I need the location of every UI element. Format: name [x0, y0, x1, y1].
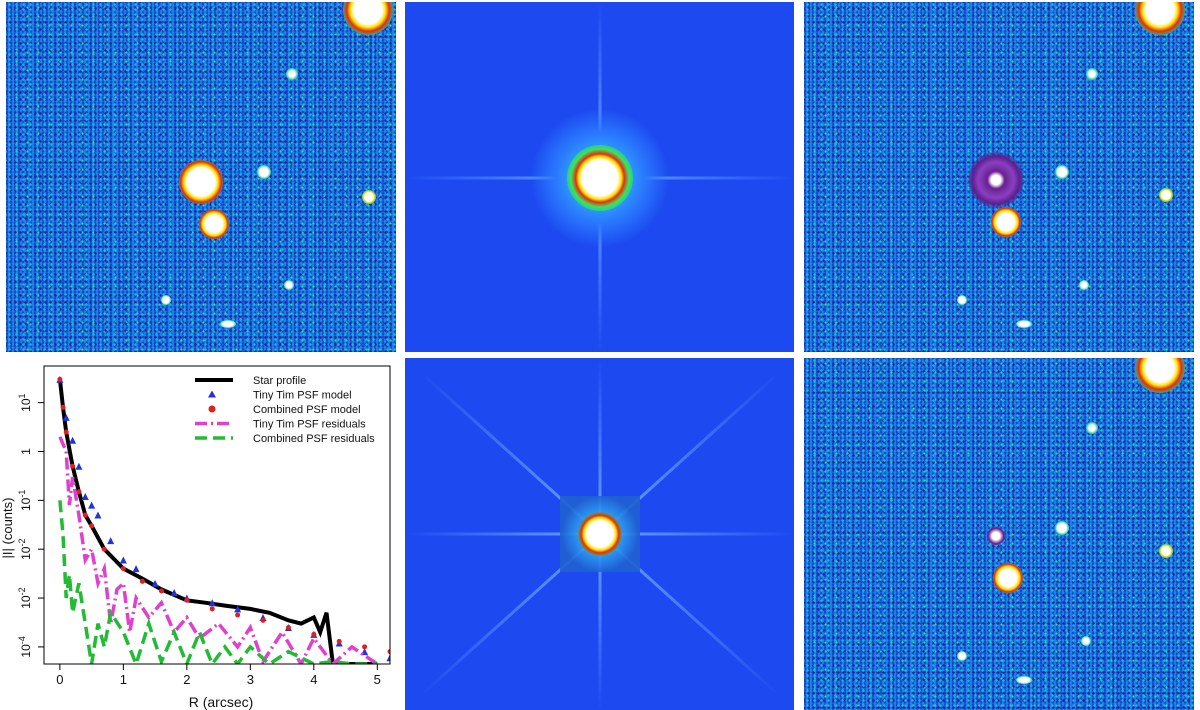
data-point-dot	[101, 546, 107, 552]
field-star	[362, 190, 376, 204]
data-point-triangle	[386, 654, 390, 662]
data-point-triangle	[208, 599, 216, 607]
data-point-dot	[70, 463, 76, 469]
combined-residual-image	[804, 358, 1194, 710]
data-point-dot	[235, 612, 241, 618]
x-tick-label: 5	[374, 672, 381, 687]
field-star	[957, 651, 967, 661]
corner-star	[1135, 358, 1185, 393]
data-point-triangle	[151, 579, 159, 587]
bright-star	[179, 160, 223, 204]
data-point-dot	[89, 523, 95, 529]
data-point-dot	[311, 631, 317, 637]
legend-label: Combined PSF model	[253, 404, 361, 416]
combined-psf-image	[405, 358, 794, 710]
field-star	[1086, 422, 1098, 434]
y-tick-label: 10-1	[17, 490, 33, 511]
x-tick-label: 1	[120, 672, 127, 687]
data-point-dot	[336, 638, 342, 644]
companion-star	[991, 207, 1021, 237]
data-point-dot	[60, 404, 66, 410]
data-point-dot	[184, 597, 190, 603]
data-point-triangle	[132, 565, 140, 573]
data-point-dot	[57, 376, 63, 382]
legend-label: Star profile	[253, 375, 306, 387]
legend-label: Tiny Tim PSF model	[253, 390, 352, 402]
observed-image	[6, 2, 396, 352]
x-axis-label: R (arcsec)	[189, 694, 254, 710]
field-star	[1086, 68, 1098, 80]
tinytim-psf-image	[405, 2, 794, 352]
data-point-dot	[285, 624, 291, 630]
series-line	[58, 500, 378, 664]
corner-star	[1135, 2, 1185, 35]
field-star	[1055, 521, 1069, 535]
residual-ring	[968, 152, 1024, 208]
legend-label: Combined PSF residuals	[253, 433, 375, 445]
field-star	[1081, 636, 1091, 646]
y-tick-label: 101	[17, 393, 33, 411]
data-point-triangle	[94, 511, 102, 519]
y-tick-label: 1	[19, 448, 33, 455]
field-star	[1079, 280, 1089, 290]
psf-core	[578, 512, 622, 556]
series-line	[58, 436, 379, 664]
data-point-dot	[82, 512, 88, 518]
companion-star	[993, 563, 1023, 593]
x-tick-label: 0	[56, 672, 63, 687]
data-point-dot	[120, 566, 126, 572]
field-star	[1055, 165, 1069, 179]
radial-profile-chart: 0 1 2 3 4 5 10-4 10-2 10-2 10-1 1 101 Star profile T…	[0, 358, 398, 710]
corner-star	[343, 2, 393, 35]
data-point-dot	[158, 588, 164, 594]
field-galaxy	[1016, 676, 1032, 684]
field-star	[1159, 544, 1173, 558]
legend-label: Tiny Tim PSF residuals	[253, 419, 366, 431]
y-tick-label: 10-4	[17, 636, 33, 657]
chart-axes: 0 1 2 3 4 5 10-4 10-2 10-2 10-1 1 101	[17, 365, 391, 687]
data-point-triangle	[81, 492, 89, 500]
data-point-dot	[260, 617, 266, 623]
residual-core	[987, 527, 1005, 545]
tinytim-residual-image	[804, 2, 1194, 352]
series-line	[57, 379, 378, 664]
data-point-dot	[139, 578, 145, 584]
y-axis-label: |I| (counts)	[0, 498, 15, 559]
data-point-dot	[63, 429, 69, 435]
legend-swatch	[208, 390, 216, 398]
chart-legend: Star profile Tiny Tim PSF model Combined P…	[195, 375, 375, 445]
field-galaxy	[220, 320, 236, 328]
y-tick-label: 10-2	[17, 587, 33, 608]
data-point-triangle	[69, 436, 77, 444]
data-point-dot	[362, 644, 368, 650]
data-point-dot	[76, 489, 82, 495]
data-point-triangle	[75, 462, 83, 470]
x-tick-label: 4	[310, 672, 317, 687]
field-star	[957, 295, 967, 305]
x-tick-label: 3	[247, 672, 254, 687]
data-point-triangle	[88, 501, 96, 509]
data-point-triangle	[119, 556, 127, 564]
data-point-triangle	[170, 588, 178, 596]
field-star	[284, 280, 294, 290]
field-star	[161, 295, 171, 305]
plot-area	[56, 375, 390, 664]
data-point-dot	[387, 649, 390, 655]
data-point-dot	[209, 606, 215, 612]
field-star	[286, 68, 298, 80]
field-star	[1159, 188, 1173, 202]
chart-svg: 0 1 2 3 4 5 10-4 10-2 10-2 10-1 1 101 Star profile T…	[0, 365, 391, 710]
data-point-triangle	[62, 413, 70, 421]
data-point-triangle	[107, 537, 115, 545]
legend-swatch	[208, 405, 216, 413]
companion-star	[199, 209, 229, 239]
x-tick-label: 2	[183, 672, 190, 687]
plot-frame	[43, 365, 391, 665]
y-tick-label: 10-2	[17, 539, 33, 560]
field-star	[257, 165, 271, 179]
field-galaxy	[1016, 320, 1032, 328]
data-point-triangle	[234, 605, 242, 613]
psf-core	[567, 145, 633, 211]
